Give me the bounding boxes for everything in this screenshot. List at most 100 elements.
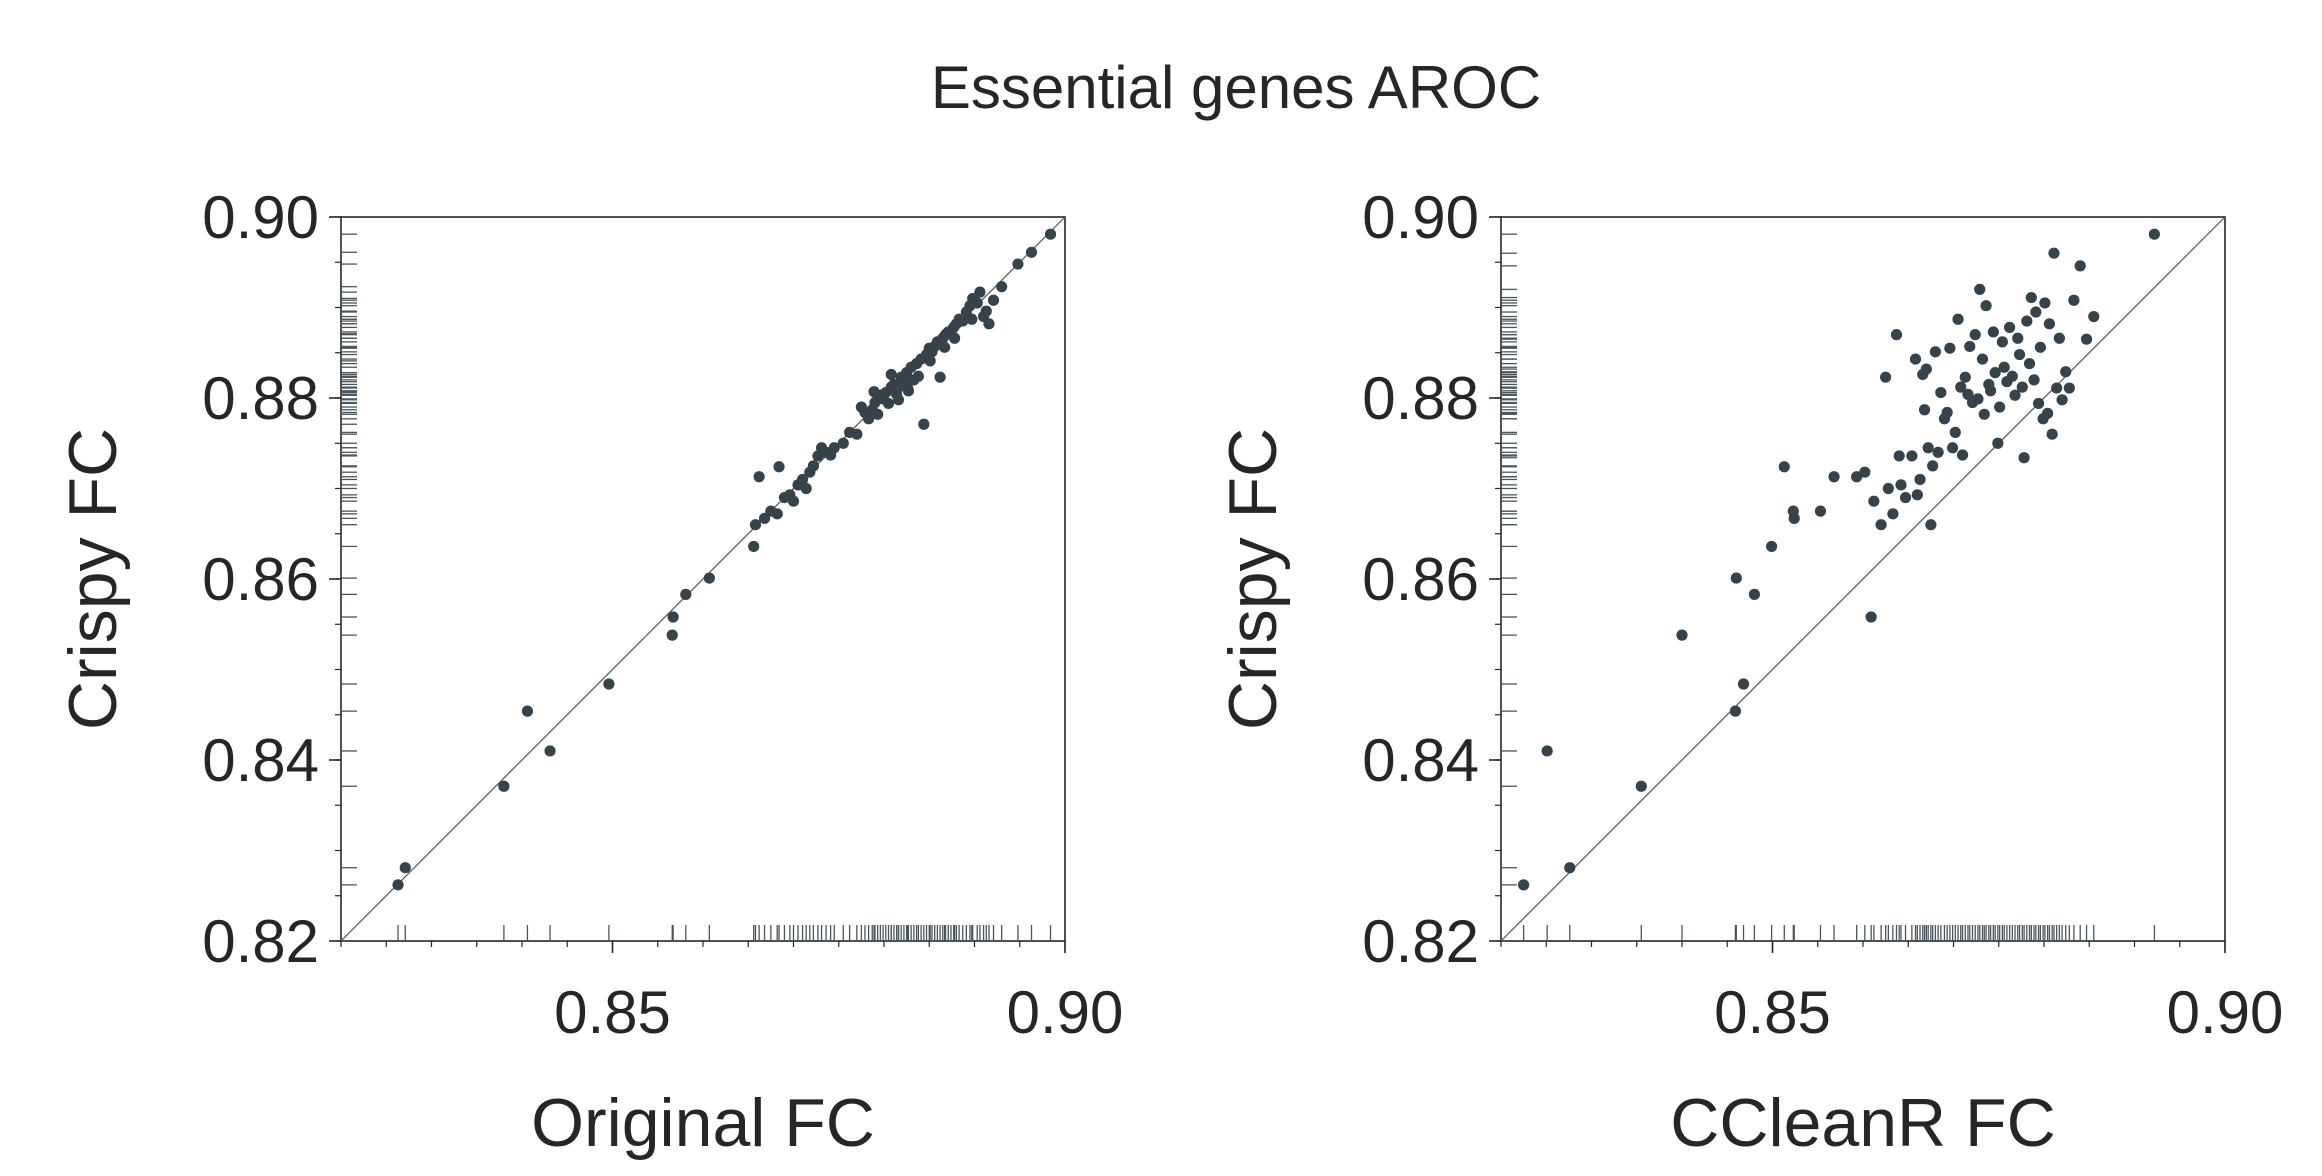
data-point — [1865, 611, 1877, 623]
data-point — [2042, 407, 2054, 419]
y-axis-label: Crispy FC — [55, 428, 131, 730]
data-point — [1949, 426, 1961, 438]
data-point — [2032, 397, 2045, 410]
data-point — [1946, 442, 1959, 454]
data-point — [948, 332, 961, 344]
data-point — [1987, 326, 1999, 338]
y-tick-label: 0.86 — [1362, 546, 1479, 613]
data-point — [2148, 228, 2161, 240]
data-point — [1944, 342, 1956, 354]
data-point — [1972, 393, 1984, 405]
data-point — [1955, 381, 1967, 393]
data-point — [1893, 450, 1905, 462]
data-point — [2056, 394, 2068, 406]
data-point — [1976, 353, 1989, 365]
data-point — [666, 629, 678, 641]
data-point — [996, 281, 1008, 293]
data-point — [2018, 452, 2030, 464]
data-point — [1828, 471, 1840, 483]
x-tick-label: 0.90 — [2167, 979, 2284, 1046]
data-point — [1922, 442, 1934, 454]
data-point — [1996, 336, 2008, 348]
data-point — [1906, 450, 1918, 462]
data-point — [748, 540, 760, 553]
x-axis-label: CCleanR FC — [1670, 1085, 2055, 1161]
data-point — [773, 461, 785, 473]
data-point — [971, 297, 983, 309]
data-point — [749, 519, 762, 531]
data-point — [1980, 300, 1992, 312]
data-point — [758, 512, 771, 524]
chart-title: Essential genes AROC — [931, 54, 1541, 121]
y-tick-label: 0.90 — [202, 184, 319, 251]
data-point — [1994, 401, 2006, 413]
data-point — [399, 862, 411, 874]
data-point — [1959, 371, 1971, 383]
data-point — [966, 313, 978, 325]
y-tick-label: 0.82 — [1362, 908, 1479, 975]
data-point — [1998, 361, 2010, 373]
data-point — [1985, 385, 1997, 397]
data-point — [1962, 388, 1974, 400]
data-point — [1909, 353, 1922, 365]
data-point — [1518, 879, 1530, 891]
data-point — [1676, 629, 1688, 641]
data-point — [1012, 258, 1024, 270]
data-point — [2039, 297, 2051, 309]
data-point — [1859, 466, 1871, 478]
data-point — [392, 879, 404, 891]
y-tick-label: 0.90 — [1362, 184, 1479, 251]
data-point — [924, 355, 936, 367]
y-tick-label: 0.86 — [202, 546, 319, 613]
data-point — [1748, 588, 1760, 600]
data-point — [667, 611, 679, 623]
data-point — [912, 370, 924, 382]
data-point — [1956, 449, 1969, 461]
x-axis-label: Original FC — [531, 1085, 875, 1161]
x-tick-label: 0.90 — [1007, 979, 1124, 1046]
data-point — [1788, 512, 1800, 524]
data-point — [1932, 446, 1944, 458]
data-point — [892, 394, 905, 406]
data-point — [863, 413, 875, 425]
data-point — [1989, 367, 2001, 379]
data-point — [603, 678, 615, 690]
data-point — [680, 588, 692, 600]
data-point — [868, 386, 880, 398]
data-point — [1914, 473, 1926, 486]
data-point — [1730, 572, 1742, 584]
data-point — [1927, 460, 1939, 472]
data-point — [2080, 333, 2093, 345]
data-point — [771, 508, 783, 520]
data-point — [1868, 495, 1880, 507]
data-point — [2048, 247, 2060, 259]
data-point — [1541, 745, 1553, 757]
scatter-panel-ccleanr: 0.82 0.84 0.86 0.88 0.90 0.85 0.90 CCleanR FC Cr… — [1215, 184, 2283, 1161]
data-point — [2016, 381, 2028, 393]
data-point — [1925, 519, 1937, 531]
data-point — [2012, 332, 2024, 344]
data-point — [974, 286, 986, 298]
data-point — [2023, 358, 2036, 370]
data-point — [918, 418, 930, 430]
data-point — [796, 473, 809, 486]
data-point — [1969, 329, 1981, 341]
data-point — [939, 341, 951, 353]
data-point — [1941, 406, 1953, 419]
x-tick-label: 0.85 — [554, 979, 671, 1046]
data-point — [934, 371, 946, 383]
data-point — [882, 397, 895, 410]
data-point — [2034, 341, 2046, 353]
data-point — [807, 460, 820, 472]
data-point — [1978, 408, 1990, 420]
data-point — [2013, 348, 2026, 361]
data-point — [957, 315, 969, 327]
data-point — [2063, 382, 2075, 394]
data-point — [1887, 508, 1899, 520]
data-point — [851, 428, 863, 440]
diagonal-line — [1500, 216, 2226, 942]
data-point — [872, 408, 884, 420]
data-point — [2088, 310, 2100, 323]
data-point — [2004, 321, 2016, 334]
y-axis-label: Crispy FC — [1215, 428, 1291, 730]
